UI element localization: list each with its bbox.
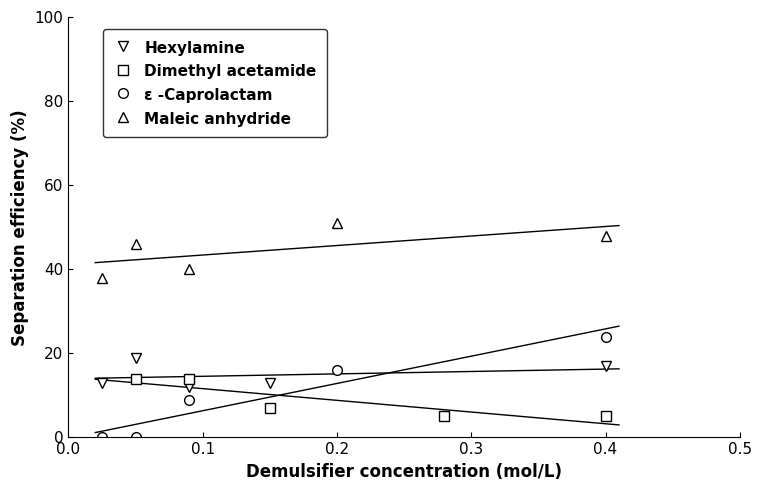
Dimethyl acetamide xyxy=(439,413,449,419)
Maleic anhydride xyxy=(185,266,194,272)
Y-axis label: Separation efficiency (%): Separation efficiency (%) xyxy=(11,109,29,345)
Maleic anhydride xyxy=(333,220,342,226)
Dimethyl acetamide xyxy=(601,413,610,419)
ε -Caprolactam xyxy=(185,397,194,402)
Hexylamine xyxy=(266,380,275,386)
Line: ε -Caprolactam: ε -Caprolactam xyxy=(97,332,610,442)
Dimethyl acetamide xyxy=(185,376,194,382)
Legend: Hexylamine, Dimethyl acetamide, ε -Caprolactam, Maleic anhydride: Hexylamine, Dimethyl acetamide, ε -Capro… xyxy=(103,29,327,137)
Maleic anhydride xyxy=(601,233,610,239)
Hexylamine xyxy=(98,380,107,386)
ε -Caprolactam xyxy=(98,434,107,440)
ε -Caprolactam xyxy=(601,334,610,339)
Line: Hexylamine: Hexylamine xyxy=(97,353,610,392)
Hexylamine xyxy=(131,355,140,361)
Maleic anhydride xyxy=(131,241,140,247)
Hexylamine xyxy=(185,384,194,390)
ε -Caprolactam xyxy=(333,367,342,373)
Dimethyl acetamide xyxy=(266,405,275,411)
Hexylamine xyxy=(601,363,610,369)
Dimethyl acetamide xyxy=(131,376,140,382)
ε -Caprolactam xyxy=(131,434,140,440)
Line: Dimethyl acetamide: Dimethyl acetamide xyxy=(130,374,610,421)
X-axis label: Demulsifier concentration (mol/L): Demulsifier concentration (mol/L) xyxy=(246,463,562,481)
Maleic anhydride xyxy=(98,275,107,281)
Line: Maleic anhydride: Maleic anhydride xyxy=(97,218,610,282)
